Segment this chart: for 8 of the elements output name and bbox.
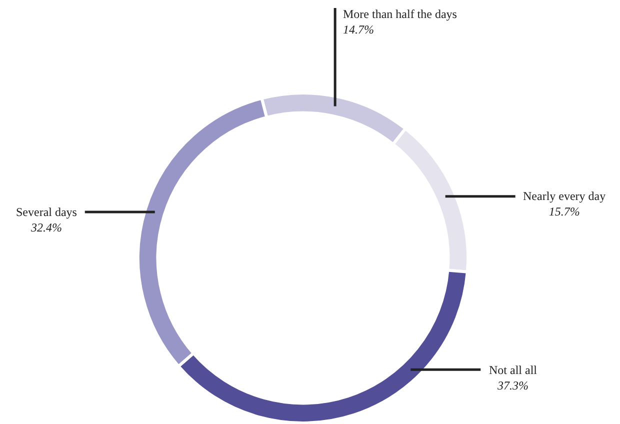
data-label: 32.4% — [30, 220, 62, 235]
slice-label: Not all all — [489, 363, 538, 377]
slice-label: Nearly every day — [523, 189, 606, 203]
data-label: 15.7% — [548, 204, 580, 219]
data-label: 37.3% — [496, 378, 528, 393]
slice-label: Several days — [16, 205, 78, 219]
slice-label: More than half the days — [343, 7, 458, 21]
data-label: 14.7% — [343, 22, 374, 37]
